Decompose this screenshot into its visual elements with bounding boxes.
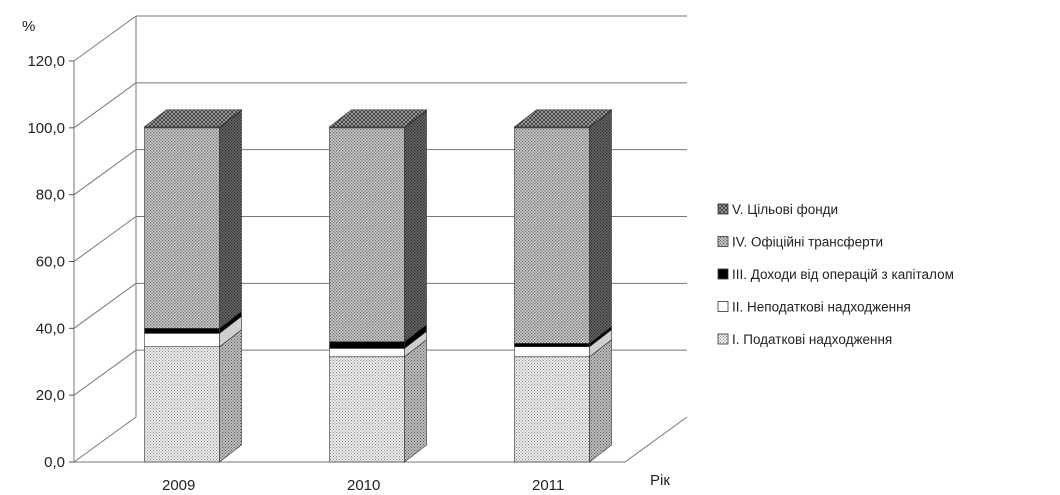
y-tick-label: 0,0 <box>44 454 65 471</box>
y-axis-title: % <box>22 18 35 35</box>
bar-segment-front <box>329 127 405 343</box>
bar-segment-front <box>144 328 220 334</box>
bar-segment-front <box>514 346 590 358</box>
legend-swatch <box>717 333 729 345</box>
x-axis-title: Рік <box>650 472 670 489</box>
bar-segment-front <box>144 127 220 329</box>
gridline-depth <box>73 15 137 62</box>
legend-label: ІV. Офіційні трансферти <box>732 235 883 250</box>
bar-segment-front <box>329 348 405 358</box>
gridline-depth <box>73 82 137 129</box>
bar-top-face <box>328 109 428 128</box>
gridline-depth <box>73 282 137 329</box>
bar-top-face <box>143 109 243 128</box>
gridline-depth <box>73 149 137 196</box>
bar-segment-side <box>219 329 242 463</box>
bar-segment-front <box>329 356 405 463</box>
bar-segment-side <box>589 339 612 463</box>
x-tick-label: 2011 <box>532 477 564 494</box>
floor-depth-left <box>73 416 137 463</box>
bar-segment-front <box>514 343 590 348</box>
y-tick-label: 120,0 <box>27 53 65 70</box>
y-tick-label: 80,0 <box>36 187 65 204</box>
bar-segment-front <box>329 341 405 349</box>
legend-label: ІІ. Неподаткові надходження <box>732 300 911 315</box>
bar-segment-side <box>404 339 427 463</box>
bar-segment-side <box>404 110 427 343</box>
bar-segment-front <box>144 346 220 463</box>
legend-label: ІІІ. Доходи від операцій з капіталом <box>732 267 954 282</box>
x-tick-label: 2009 <box>162 477 195 494</box>
bar-segment-front <box>144 333 220 348</box>
bar-segment-front <box>514 356 590 463</box>
x-tick-label: 2010 <box>347 477 380 494</box>
legend-swatch <box>717 301 729 312</box>
gridline-depth <box>73 216 137 262</box>
legend-swatch <box>717 236 729 247</box>
bar-top-face <box>513 109 613 128</box>
bar-segment-side <box>589 110 612 344</box>
y-tick-label: 40,0 <box>36 320 65 337</box>
floor-depth-right <box>624 416 688 463</box>
y-tick-label: 20,0 <box>36 387 65 404</box>
gridline-depth <box>73 349 137 396</box>
legend-swatch <box>717 203 729 215</box>
legend-label: І. Податкові надходження <box>732 332 892 347</box>
bar-segment-side <box>219 110 242 329</box>
bar-segment-front <box>514 127 590 344</box>
legend-label: V. Цільові фонди <box>732 202 838 217</box>
y-tick-label: 60,0 <box>36 254 65 271</box>
y-tick-label: 100,0 <box>27 120 65 137</box>
legend-swatch <box>717 268 729 280</box>
